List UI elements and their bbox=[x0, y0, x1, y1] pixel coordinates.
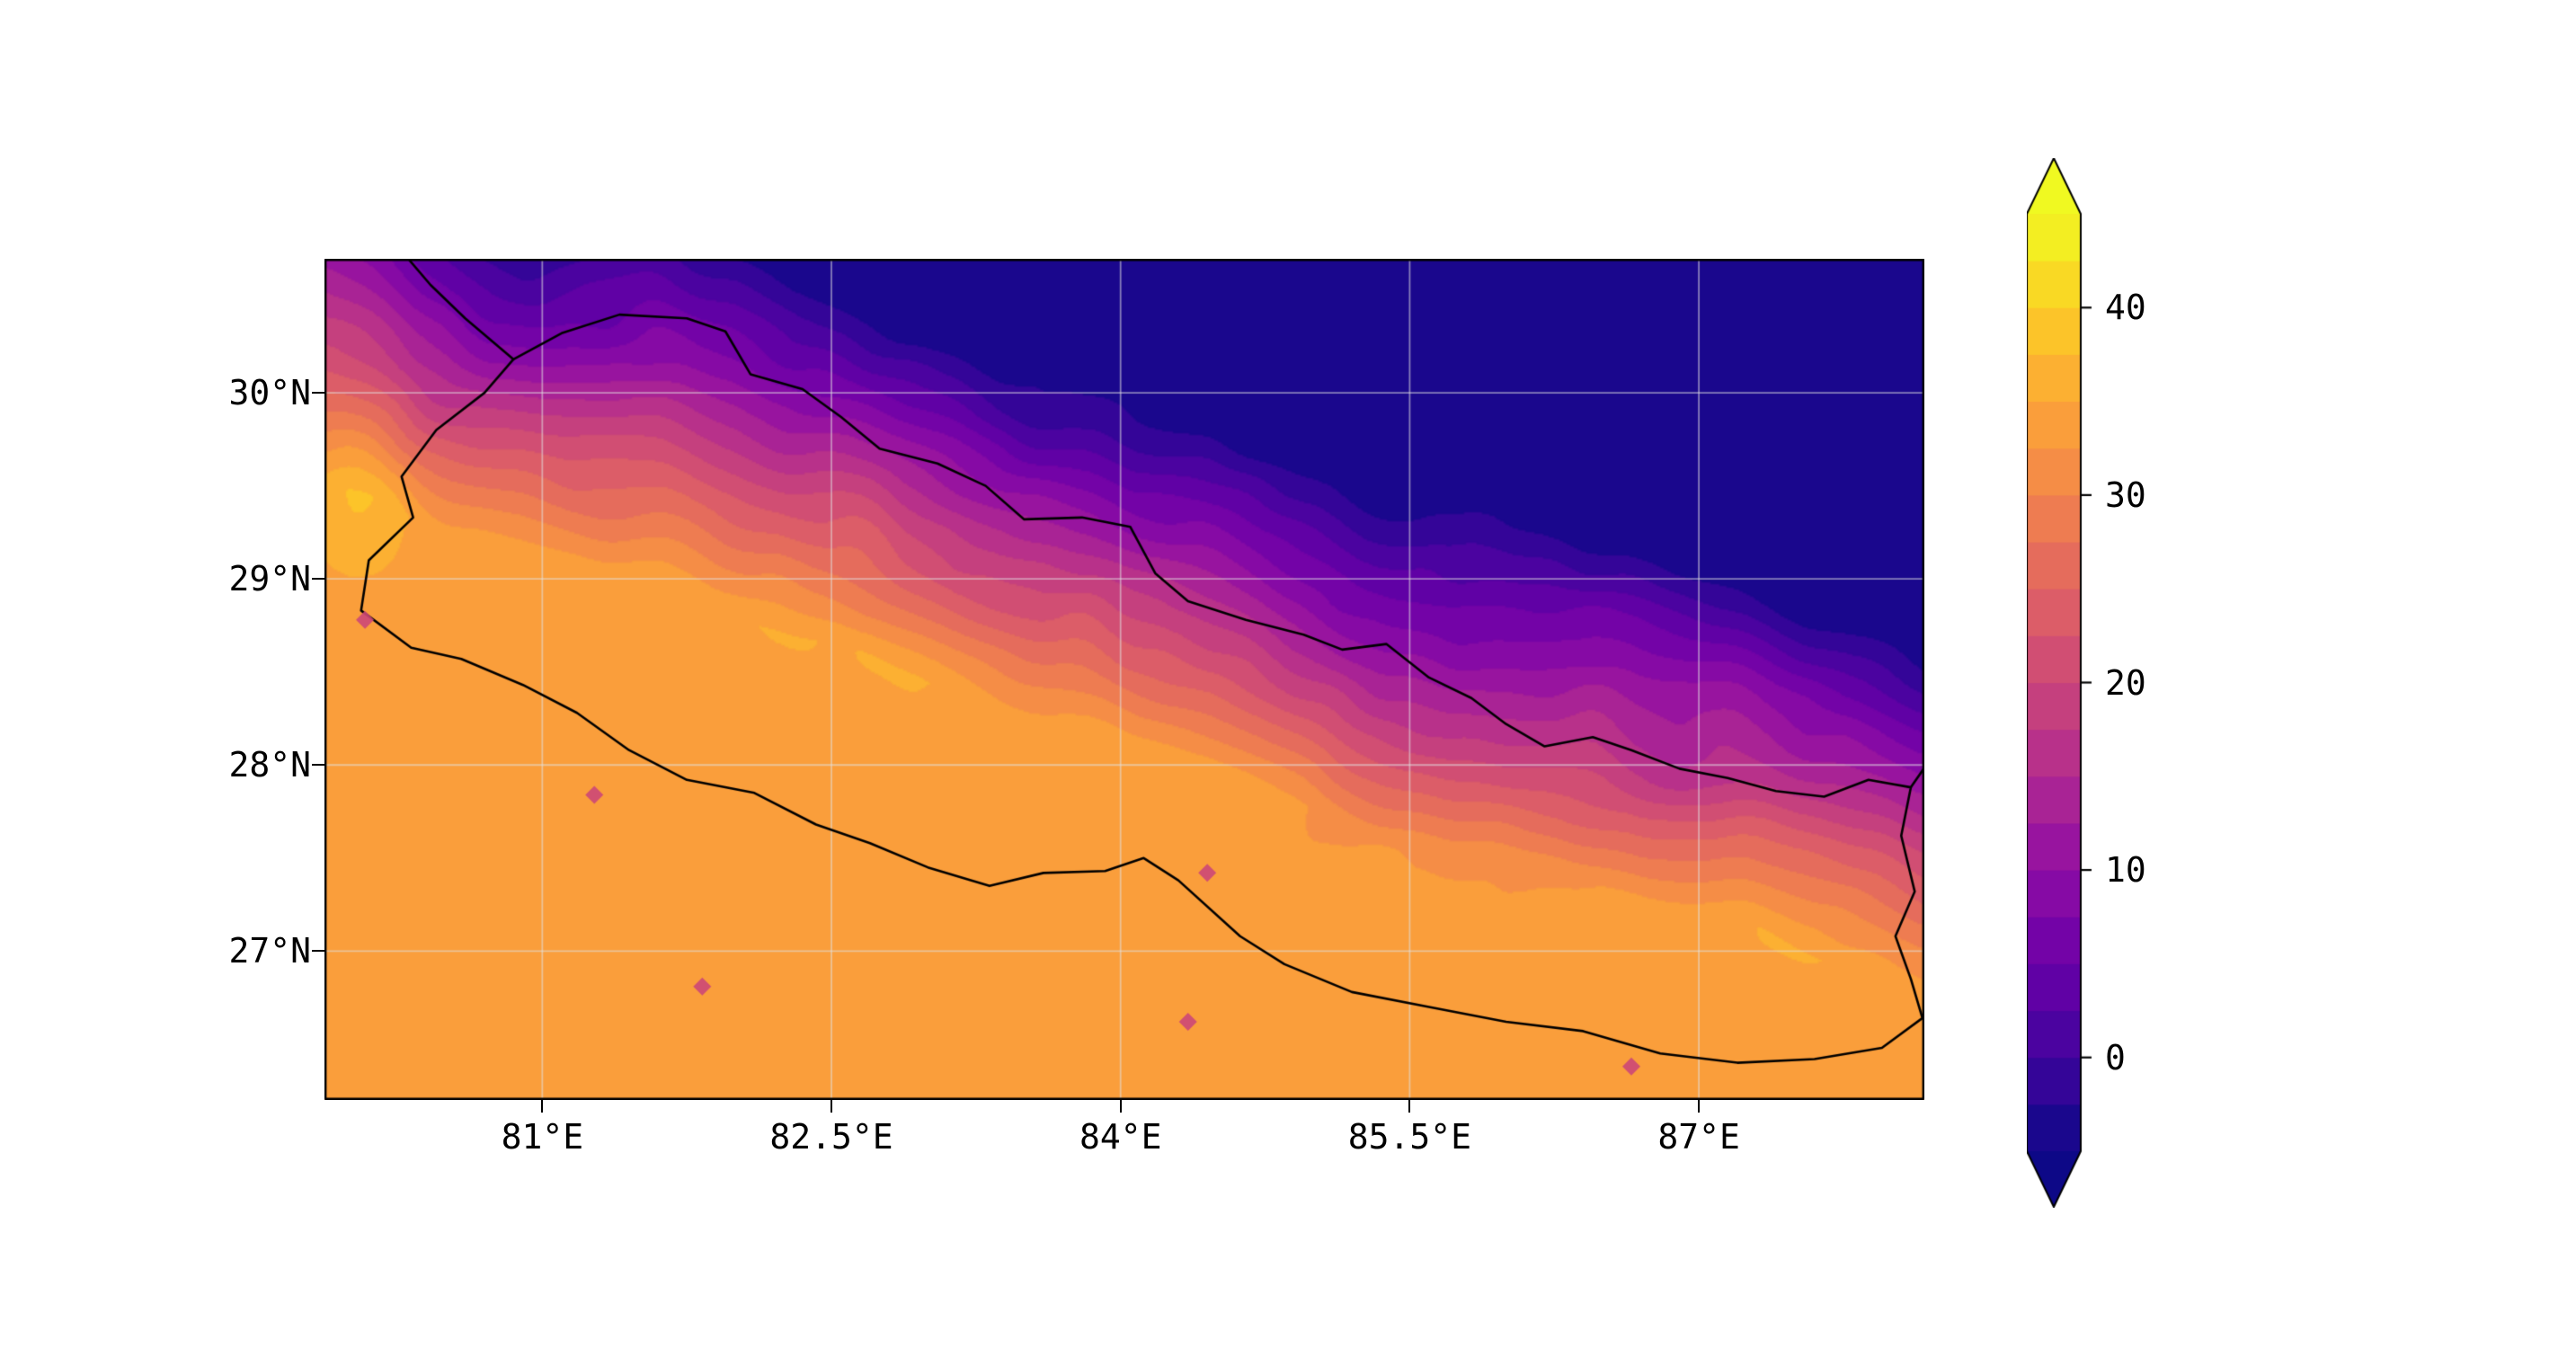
x-tick-label: 87°E bbox=[1657, 1117, 1740, 1157]
x-tick-mark bbox=[1408, 1100, 1411, 1113]
y-tick-label: 30°N bbox=[228, 373, 311, 413]
x-tick-mark bbox=[541, 1100, 544, 1113]
colorbar-tick-label: 10 bbox=[2105, 850, 2146, 891]
y-tick-label: 27°N bbox=[228, 931, 311, 971]
x-tick-label: 82.5°E bbox=[769, 1117, 893, 1157]
temperature-map-canvas bbox=[324, 259, 1924, 1100]
x-tick-mark bbox=[831, 1100, 833, 1113]
y-tick-label: 28°N bbox=[228, 745, 311, 785]
y-tick-label: 29°N bbox=[228, 559, 311, 599]
x-tick-mark bbox=[1698, 1100, 1701, 1113]
x-tick-label: 84°E bbox=[1079, 1117, 1162, 1157]
colorbar-tick-label: 30 bbox=[2105, 474, 2146, 515]
y-tick-mark bbox=[312, 392, 324, 395]
colorbar-tick-label: 40 bbox=[2105, 288, 2146, 328]
x-tick-mark bbox=[1119, 1100, 1122, 1113]
x-tick-label: 81°E bbox=[501, 1117, 584, 1157]
x-tick-label: 85.5°E bbox=[1347, 1117, 1472, 1157]
colorbar-canvas bbox=[2027, 158, 2097, 1208]
y-tick-mark bbox=[312, 578, 324, 581]
colorbar-tick-label: 20 bbox=[2105, 662, 2146, 703]
y-tick-mark bbox=[312, 950, 324, 953]
colorbar-tick-label: 0 bbox=[2105, 1037, 2126, 1078]
y-tick-mark bbox=[312, 764, 324, 767]
